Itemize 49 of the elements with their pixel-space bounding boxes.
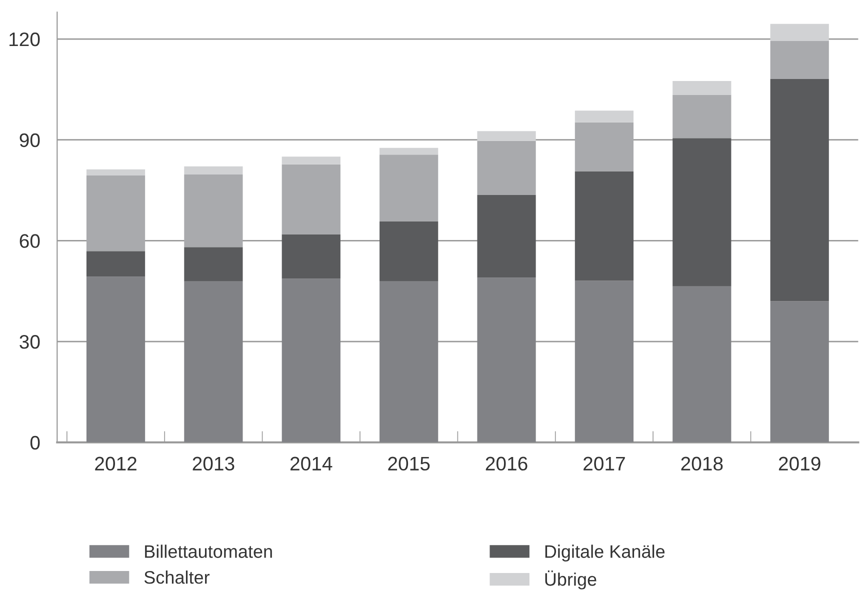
bar xyxy=(86,169,146,176)
bar xyxy=(86,276,146,442)
bar xyxy=(770,24,829,41)
bar xyxy=(574,171,634,281)
bar xyxy=(477,131,536,141)
bar xyxy=(184,166,243,174)
bar xyxy=(672,81,732,95)
bar xyxy=(380,222,438,282)
x-tick-label: 2015 xyxy=(388,456,430,471)
bar xyxy=(672,138,732,286)
bar xyxy=(282,234,340,279)
x-tick-label: 2017 xyxy=(584,456,625,471)
bar xyxy=(184,281,243,442)
y-tick-label: 90 xyxy=(20,133,40,148)
legend-label: Billettautomaten xyxy=(145,544,272,558)
legend-label: Digitale Kanäle xyxy=(545,544,665,562)
x-tick-label: 2016 xyxy=(486,456,528,471)
bar xyxy=(477,194,536,278)
legend-label: Übrige xyxy=(545,570,596,590)
bar xyxy=(184,247,243,282)
bar xyxy=(282,164,340,234)
y-tick-label: 60 xyxy=(20,234,40,248)
x-tick-label: 2018 xyxy=(681,456,723,471)
bar xyxy=(770,301,829,442)
bar xyxy=(574,110,634,122)
x-tick-label: 2013 xyxy=(192,456,234,471)
y-tick-label: 120 xyxy=(10,32,40,46)
x-tick-label: 2014 xyxy=(290,456,332,471)
bar xyxy=(380,154,438,222)
bar xyxy=(770,79,829,302)
y-tick-label: 30 xyxy=(20,335,40,349)
bar xyxy=(770,40,829,80)
bar xyxy=(86,251,146,277)
bar xyxy=(282,156,340,164)
bar xyxy=(477,140,536,195)
bar xyxy=(184,174,243,248)
bar xyxy=(672,286,732,442)
bar xyxy=(380,148,438,155)
y-tick-label: 0 xyxy=(30,436,40,450)
bar xyxy=(477,278,536,442)
x-tick-label: 2012 xyxy=(95,456,136,471)
bar xyxy=(574,122,634,172)
legend-label: Schalter xyxy=(144,570,210,584)
bar xyxy=(574,280,634,442)
bar xyxy=(86,175,146,252)
x-tick-label: 2019 xyxy=(778,456,820,471)
bar xyxy=(672,94,732,138)
bar xyxy=(380,281,438,442)
bar xyxy=(282,278,340,442)
